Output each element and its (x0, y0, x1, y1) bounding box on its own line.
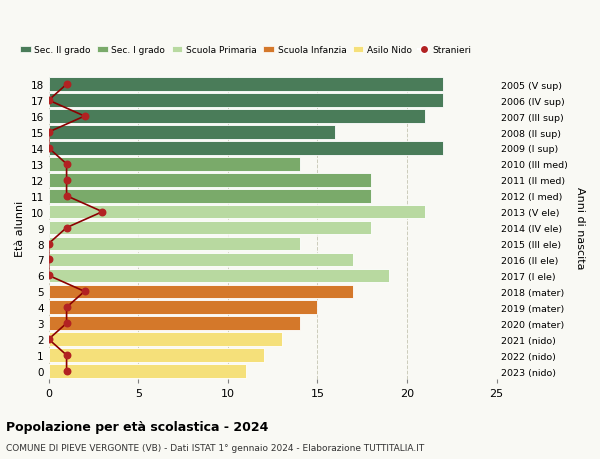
Point (44, 272, 53, 280)
Point (62, 81, 71, 89)
Bar (49, 78, 443, 92)
Legend: Sec. II grado, Sec. I grado, Scuola Primaria, Scuola Infanzia, Asilo Nido, Stran: Sec. II grado, Sec. I grado, Scuola Prim… (16, 42, 475, 58)
Bar (49, 174, 371, 187)
Point (80, 113, 89, 120)
Bar (49, 94, 443, 108)
Point (62, 368, 71, 375)
Text: Popolazione per età scolastica - 2024: Popolazione per età scolastica - 2024 (6, 420, 268, 433)
Point (62, 352, 71, 359)
Bar (49, 285, 353, 298)
Bar (49, 364, 246, 378)
Bar (49, 190, 371, 203)
Point (80, 288, 89, 296)
Bar (49, 110, 425, 123)
Point (62, 320, 71, 327)
Point (44, 336, 53, 343)
Bar (49, 333, 281, 346)
Point (62, 193, 71, 200)
Point (44, 145, 53, 152)
Y-axis label: Anni di nascita: Anni di nascita (575, 187, 585, 269)
Point (62, 177, 71, 184)
Bar (49, 348, 263, 362)
Point (98, 208, 107, 216)
Bar (49, 269, 389, 283)
Bar (49, 158, 299, 171)
Bar (49, 301, 317, 314)
Point (62, 224, 71, 232)
Point (44, 97, 53, 105)
Point (44, 129, 53, 136)
Bar (49, 253, 353, 267)
Point (62, 161, 71, 168)
Y-axis label: Età alunni: Età alunni (15, 200, 25, 256)
Point (44, 241, 53, 248)
Bar (49, 237, 299, 251)
Bar (49, 317, 299, 330)
Text: COMUNE DI PIEVE VERGONTE (VB) - Dati ISTAT 1° gennaio 2024 - Elaborazione TUTTIT: COMUNE DI PIEVE VERGONTE (VB) - Dati IST… (6, 443, 424, 452)
Point (44, 256, 53, 263)
Point (62, 304, 71, 311)
Bar (49, 206, 425, 219)
Bar (49, 142, 443, 155)
Bar (49, 126, 335, 140)
Bar (49, 221, 371, 235)
